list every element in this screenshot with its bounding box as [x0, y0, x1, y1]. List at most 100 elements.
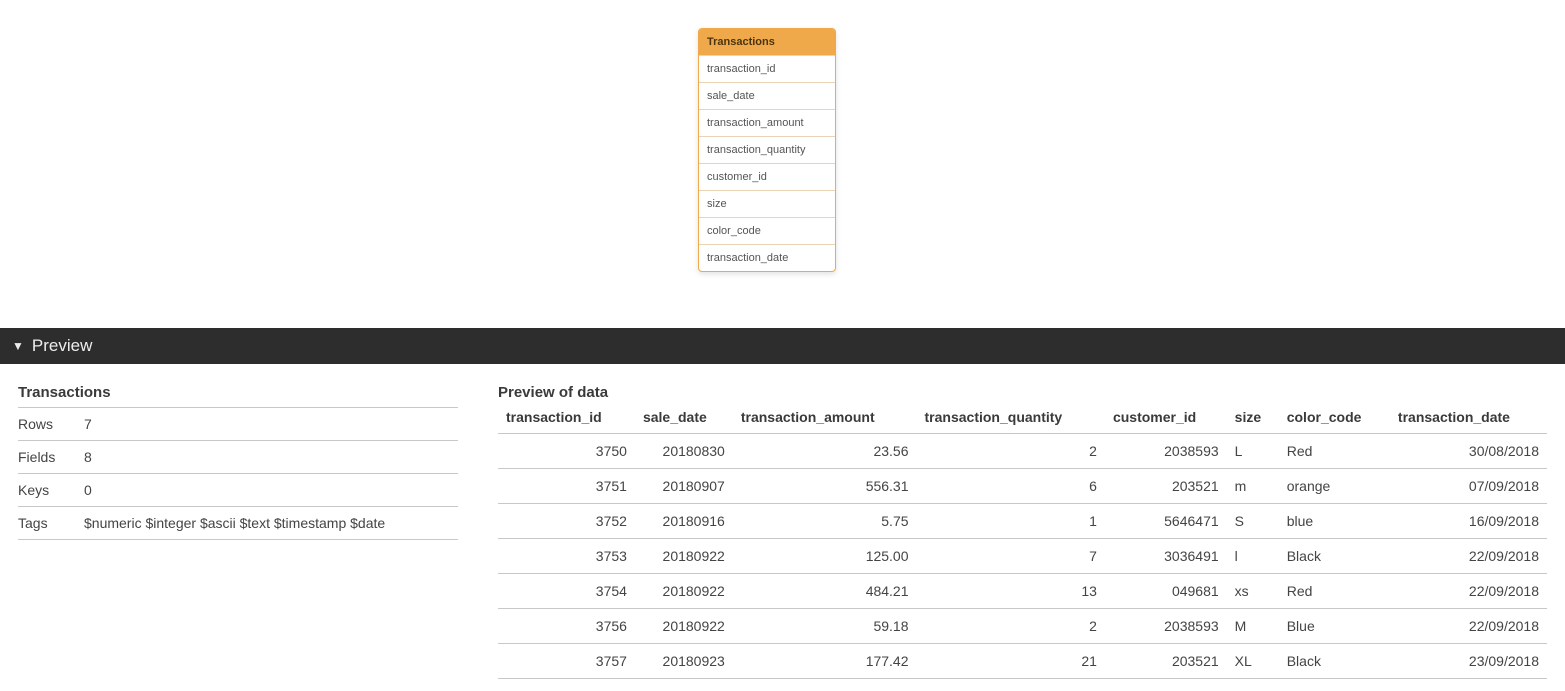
column-header[interactable]: sale_date [635, 403, 733, 434]
table-cell: 59.18 [733, 609, 917, 644]
table-cell: 23.56 [733, 434, 917, 469]
collapse-triangle-icon: ▼ [12, 339, 24, 353]
table-cell: 2038593 [1105, 434, 1227, 469]
table-cell: orange [1279, 469, 1390, 504]
entity-field[interactable]: size [699, 190, 835, 217]
table-cell: 5.75 [733, 504, 917, 539]
table-cell: xs [1227, 574, 1279, 609]
metadata-label: Keys [18, 482, 84, 498]
table-cell: 20180922 [635, 574, 733, 609]
table-cell: Blue [1279, 609, 1390, 644]
table-cell: 556.31 [733, 469, 917, 504]
preview-panel-header[interactable]: ▼ Preview [0, 328, 1565, 364]
table-cell: 13 [917, 574, 1105, 609]
table-cell: 7 [917, 539, 1105, 574]
table-cell: 07/09/2018 [1390, 469, 1547, 504]
data-preview-title: Preview of data [498, 384, 1547, 401]
table-cell: 20180907 [635, 469, 733, 504]
table-row[interactable]: 375420180922484.2113049681xsRed22/09/201… [498, 574, 1547, 609]
table-cell: 484.21 [733, 574, 917, 609]
table-cell: 6 [917, 469, 1105, 504]
table-cell: Red [1279, 574, 1390, 609]
entity-field[interactable]: transaction_quantity [699, 136, 835, 163]
entity-card-transactions[interactable]: Transactions transaction_idsale_datetran… [698, 28, 836, 272]
metadata-label: Tags [18, 515, 84, 531]
table-cell: 20180922 [635, 539, 733, 574]
metadata-title: Transactions [18, 384, 458, 408]
table-cell: 3752 [498, 504, 635, 539]
preview-panel-title: Preview [32, 336, 92, 356]
entity-field[interactable]: sale_date [699, 82, 835, 109]
table-header-row: transaction_idsale_datetransaction_amoun… [498, 403, 1547, 434]
table-row[interactable]: 37562018092259.1822038593MBlue22/09/2018 [498, 609, 1547, 644]
table-cell: blue [1279, 504, 1390, 539]
entity-field[interactable]: transaction_date [699, 244, 835, 271]
table-row[interactable]: 375720180923177.4221203521XLBlack23/09/2… [498, 644, 1547, 679]
preview-panel-body: Transactions Rows7Fields8Keys0Tags$numer… [0, 364, 1565, 679]
table-cell: 1 [917, 504, 1105, 539]
model-canvas[interactable]: Transactions transaction_idsale_datetran… [0, 0, 1565, 328]
metadata-row: Rows7 [18, 408, 458, 441]
table-cell: 3750 [498, 434, 635, 469]
table-cell: l [1227, 539, 1279, 574]
table-cell: 5646471 [1105, 504, 1227, 539]
table-cell: L [1227, 434, 1279, 469]
table-cell: 20180923 [635, 644, 733, 679]
table-cell: 3754 [498, 574, 635, 609]
table-cell: 16/09/2018 [1390, 504, 1547, 539]
entity-field[interactable]: customer_id [699, 163, 835, 190]
table-cell: 203521 [1105, 469, 1227, 504]
table-cell: Red [1279, 434, 1390, 469]
table-cell: 3757 [498, 644, 635, 679]
table-cell: 3753 [498, 539, 635, 574]
table-cell: 177.42 [733, 644, 917, 679]
metadata-value: 8 [84, 449, 458, 465]
table-cell: 049681 [1105, 574, 1227, 609]
table-cell: S [1227, 504, 1279, 539]
table-cell: Black [1279, 539, 1390, 574]
table-cell: 2038593 [1105, 609, 1227, 644]
entity-field[interactable]: transaction_amount [699, 109, 835, 136]
metadata-value: 0 [84, 482, 458, 498]
data-preview-table: transaction_idsale_datetransaction_amoun… [498, 403, 1547, 679]
table-cell: 20180916 [635, 504, 733, 539]
column-header[interactable]: transaction_date [1390, 403, 1547, 434]
table-cell: 2 [917, 434, 1105, 469]
column-header[interactable]: customer_id [1105, 403, 1227, 434]
metadata-row: Fields8 [18, 441, 458, 474]
table-cell: m [1227, 469, 1279, 504]
table-cell: 3751 [498, 469, 635, 504]
table-cell: XL [1227, 644, 1279, 679]
entity-card-header[interactable]: Transactions [699, 29, 835, 55]
table-cell: 20180922 [635, 609, 733, 644]
column-header[interactable]: transaction_id [498, 403, 635, 434]
entity-field[interactable]: transaction_id [699, 55, 835, 82]
table-cell: 23/09/2018 [1390, 644, 1547, 679]
metadata-row: Keys0 [18, 474, 458, 507]
table-cell: 20180830 [635, 434, 733, 469]
metadata-label: Rows [18, 416, 84, 432]
metadata-row: Tags$numeric $integer $ascii $text $time… [18, 507, 458, 540]
column-header[interactable]: color_code [1279, 403, 1390, 434]
metadata-panel: Transactions Rows7Fields8Keys0Tags$numer… [18, 384, 458, 679]
table-row[interactable]: 375120180907556.316203521morange07/09/20… [498, 469, 1547, 504]
entity-field[interactable]: color_code [699, 217, 835, 244]
metadata-value: 7 [84, 416, 458, 432]
table-cell: 22/09/2018 [1390, 574, 1547, 609]
table-cell: 3036491 [1105, 539, 1227, 574]
table-cell: 203521 [1105, 644, 1227, 679]
table-row[interactable]: 37502018083023.5622038593LRed30/08/2018 [498, 434, 1547, 469]
column-header[interactable]: size [1227, 403, 1279, 434]
table-cell: 30/08/2018 [1390, 434, 1547, 469]
table-cell: 22/09/2018 [1390, 539, 1547, 574]
metadata-value: $numeric $integer $ascii $text $timestam… [84, 515, 458, 531]
table-row[interactable]: 3752201809165.7515646471Sblue16/09/2018 [498, 504, 1547, 539]
metadata-label: Fields [18, 449, 84, 465]
table-cell: 2 [917, 609, 1105, 644]
column-header[interactable]: transaction_amount [733, 403, 917, 434]
table-cell: 125.00 [733, 539, 917, 574]
table-cell: 21 [917, 644, 1105, 679]
table-row[interactable]: 375320180922125.0073036491lBlack22/09/20… [498, 539, 1547, 574]
column-header[interactable]: transaction_quantity [917, 403, 1105, 434]
table-cell: M [1227, 609, 1279, 644]
